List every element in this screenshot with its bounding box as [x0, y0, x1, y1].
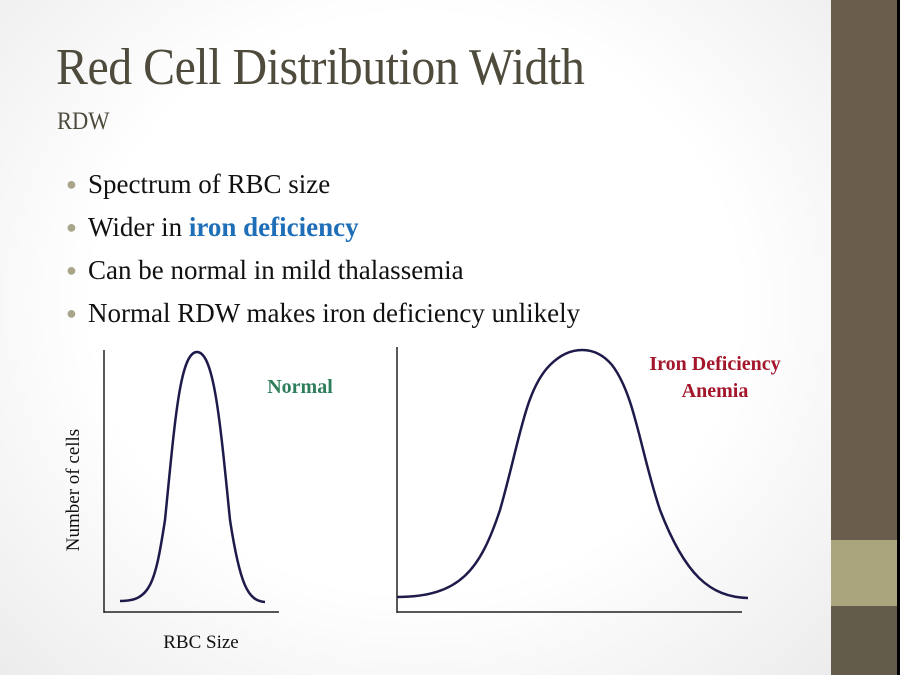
bullet-icon: ●: [66, 174, 77, 194]
decorative-sidebar-bottom: [831, 606, 897, 675]
decorative-band: [831, 540, 897, 606]
bullet-text: Spectrum of RBC size: [88, 169, 331, 199]
x-axis-label: RBC Size: [163, 632, 238, 653]
bullet-item: ● Spectrum of RBC size: [66, 164, 580, 207]
slide: Red Cell Distribution Width RDW ● Spectru…: [0, 0, 831, 675]
bullet-text: Can be normal in mild thalassemia: [88, 255, 464, 285]
ida-curve: [396, 348, 749, 600]
slide-subtitle: RDW: [57, 108, 110, 135]
bullet-text: Wider in: [88, 212, 189, 242]
bullet-item: ● Wider in iron deficiency: [66, 207, 580, 250]
bullet-item: ● Can be normal in mild thalassemia: [66, 250, 580, 293]
bullet-list: ● Spectrum of RBC size ● Wider in iron def…: [66, 164, 580, 336]
normal-label: Normal: [267, 376, 333, 398]
y-axis-label: Number of cells: [63, 429, 84, 551]
slide-title: Red Cell Distribution Width: [56, 39, 585, 96]
bullet-icon: ●: [66, 260, 77, 280]
ida-label-line1: Iron Deficiency: [649, 353, 781, 375]
bullet-item: ● Normal RDW makes iron deficiency unlike…: [66, 293, 580, 336]
bullet-highlight: iron deficiency: [188, 212, 359, 242]
distribution-diagram: Number of cells RBC Size: [63, 347, 749, 653]
bullet-icon: ●: [66, 217, 77, 237]
bullet-text: Normal RDW makes iron deficiency unlikel…: [88, 298, 581, 328]
normal-curve: [119, 350, 266, 604]
ida-label-line2: Anemia: [681, 380, 749, 402]
bullet-icon: ●: [66, 303, 77, 323]
